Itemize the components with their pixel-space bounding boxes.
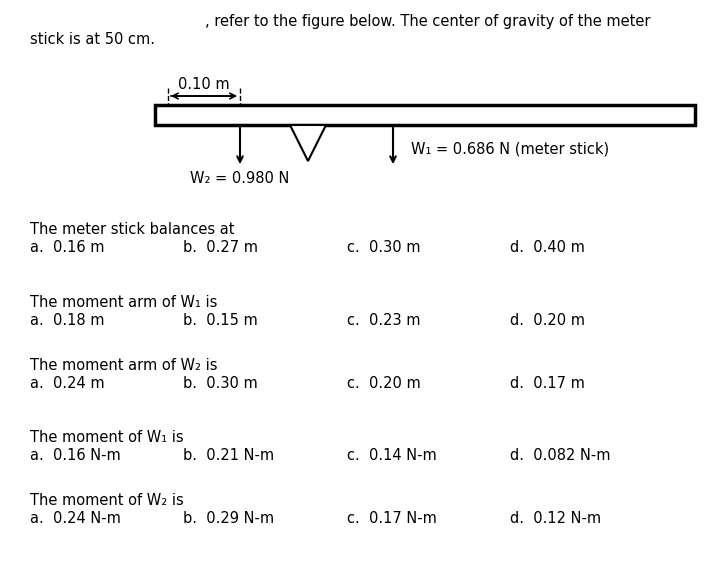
Text: c.  0.20 m: c. 0.20 m <box>347 376 420 391</box>
Text: a.  0.24 N-m: a. 0.24 N-m <box>30 511 121 526</box>
Text: stick is at 50 cm.: stick is at 50 cm. <box>30 32 155 47</box>
Text: The moment of W₁ is: The moment of W₁ is <box>30 430 184 445</box>
Text: b.  0.21 N-m: b. 0.21 N-m <box>183 448 274 463</box>
Text: c.  0.23 m: c. 0.23 m <box>347 313 420 328</box>
Text: The moment arm of W₂ is: The moment arm of W₂ is <box>30 358 217 373</box>
Text: The moment of W₂ is: The moment of W₂ is <box>30 493 184 508</box>
Text: b.  0.15 m: b. 0.15 m <box>183 313 258 328</box>
Text: c.  0.14 N-m: c. 0.14 N-m <box>347 448 437 463</box>
Polygon shape <box>290 125 326 161</box>
Text: d.  0.20 m: d. 0.20 m <box>510 313 585 328</box>
Text: b.  0.30 m: b. 0.30 m <box>183 376 258 391</box>
Text: b.  0.29 N-m: b. 0.29 N-m <box>183 511 274 526</box>
Text: c.  0.30 m: c. 0.30 m <box>347 240 420 255</box>
Bar <box>155 105 695 125</box>
Text: , refer to the figure below. The center of gravity of the meter: , refer to the figure below. The center … <box>205 14 650 29</box>
Text: a.  0.16 m: a. 0.16 m <box>30 240 104 255</box>
Text: The meter stick balances at: The meter stick balances at <box>30 222 235 237</box>
Text: a.  0.18 m: a. 0.18 m <box>30 313 104 328</box>
Text: 0.10 m: 0.10 m <box>178 77 230 92</box>
Text: d.  0.17 m: d. 0.17 m <box>510 376 585 391</box>
Text: c.  0.17 N-m: c. 0.17 N-m <box>347 511 437 526</box>
Text: b.  0.27 m: b. 0.27 m <box>183 240 258 255</box>
Text: d.  0.082 N-m: d. 0.082 N-m <box>510 448 611 463</box>
Text: a.  0.16 N-m: a. 0.16 N-m <box>30 448 121 463</box>
Text: The moment arm of W₁ is: The moment arm of W₁ is <box>30 295 217 310</box>
Text: W₁ = 0.686 N (meter stick): W₁ = 0.686 N (meter stick) <box>411 142 609 156</box>
Text: d.  0.40 m: d. 0.40 m <box>510 240 585 255</box>
Text: W₂ = 0.980 N: W₂ = 0.980 N <box>190 171 289 186</box>
Text: a.  0.24 m: a. 0.24 m <box>30 376 104 391</box>
Text: d.  0.12 N-m: d. 0.12 N-m <box>510 511 601 526</box>
